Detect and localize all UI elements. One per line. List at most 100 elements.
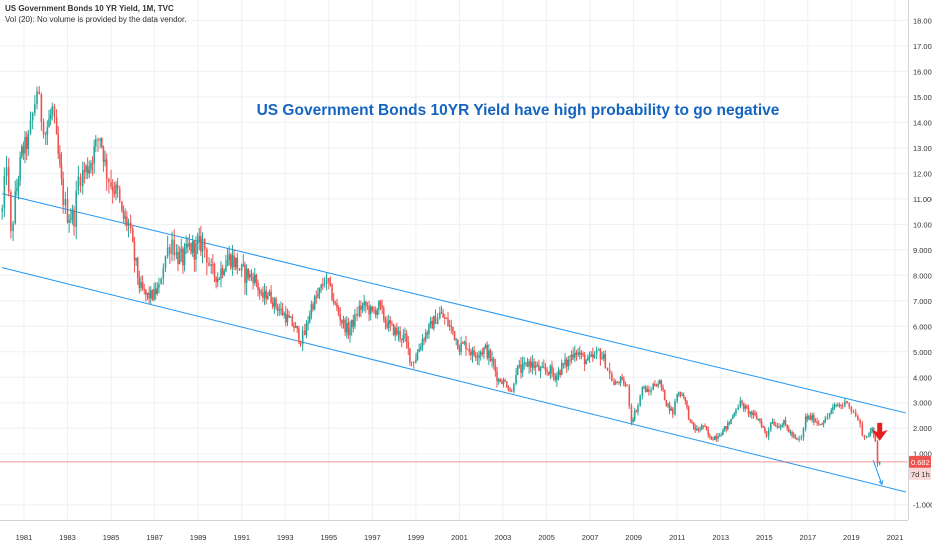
candle-body xyxy=(695,428,698,431)
candle-body xyxy=(57,134,60,154)
time-tick-label: 2021 xyxy=(887,533,904,542)
projection-arrowhead xyxy=(878,480,884,486)
candle-body xyxy=(770,422,772,430)
candle-body xyxy=(814,421,817,423)
candle-body xyxy=(19,156,21,181)
candle-body xyxy=(592,354,594,358)
candle-body xyxy=(253,274,256,283)
candle-body xyxy=(564,359,566,365)
candle-body xyxy=(196,241,199,244)
candle-body xyxy=(423,339,425,341)
candle-body xyxy=(878,461,881,464)
time-axis[interactable]: 1981 1983 1985 1987 1989 1991 1993 1995 1997 1999… xyxy=(0,520,932,550)
candle-body xyxy=(582,353,584,355)
candle-body xyxy=(200,236,202,252)
candle-body xyxy=(62,178,64,206)
candle-body xyxy=(737,407,739,410)
candle-body xyxy=(601,358,603,360)
candle-body xyxy=(670,408,673,411)
trend-channel[interactable] xyxy=(2,193,906,493)
chart-title[interactable]: US Government Bonds 10YR Yield have high… xyxy=(257,102,780,119)
candle-body xyxy=(162,267,165,279)
candle-body xyxy=(273,298,276,307)
candle-body xyxy=(360,305,362,310)
candle-body xyxy=(478,354,480,358)
candle-body xyxy=(36,91,38,105)
candle-body xyxy=(276,306,279,311)
price-axis[interactable]: 18.000 17.000 16.000 15.000 14.000 13.000 12.0… xyxy=(908,0,932,550)
candle-body xyxy=(40,94,43,123)
candle-body xyxy=(381,305,383,309)
series-legend[interactable]: US Government Bonds 10 YR Yield, 1M, TVC… xyxy=(5,3,186,25)
candle-body xyxy=(848,403,851,407)
candle-body xyxy=(471,350,474,356)
candle-body xyxy=(691,420,693,423)
candle-body xyxy=(674,401,676,415)
candle-body xyxy=(327,278,330,283)
series-title[interactable]: US Government Bonds 10 YR Yield, 1M, TVC xyxy=(5,4,174,13)
price-tick-label: -1.000 xyxy=(913,501,932,510)
candle-body xyxy=(66,199,69,223)
candle-body xyxy=(662,387,664,390)
candle-body xyxy=(618,382,620,384)
candle-body xyxy=(499,379,502,382)
candle-body xyxy=(379,300,382,306)
candle-body xyxy=(322,284,324,286)
candle-body xyxy=(288,314,290,318)
candle-body xyxy=(223,270,226,275)
candle-body xyxy=(496,371,498,382)
candle-body xyxy=(776,426,779,428)
candle-body xyxy=(802,428,805,438)
candle-body xyxy=(336,303,338,309)
candle-body xyxy=(608,369,611,374)
candle-body xyxy=(715,436,718,439)
price-tick-label: 17.000 xyxy=(913,42,932,51)
candle-body xyxy=(593,354,596,358)
candle-body xyxy=(865,436,868,438)
last-price-badge[interactable] xyxy=(909,455,931,468)
price-tick-label: 14.000 xyxy=(913,118,932,127)
candle-body xyxy=(221,268,224,275)
candle-body xyxy=(374,310,377,315)
candle-body xyxy=(201,238,204,252)
candle-body xyxy=(779,426,782,428)
candle-body xyxy=(433,316,435,329)
candle-body xyxy=(501,381,503,384)
candle-body xyxy=(77,176,80,191)
candle-body xyxy=(614,381,617,385)
candle-body xyxy=(836,405,839,406)
candle-body xyxy=(231,255,234,268)
candle-body xyxy=(697,428,700,431)
candle-body xyxy=(110,182,112,187)
candle-body xyxy=(312,304,314,310)
price-tick-label: 8.000 xyxy=(913,271,932,280)
candle-body xyxy=(409,348,411,363)
candle-body xyxy=(293,325,295,328)
candle-body xyxy=(562,363,565,365)
candle-body xyxy=(632,419,634,422)
channel-upper-line[interactable] xyxy=(2,193,906,414)
candle-body xyxy=(323,283,326,286)
candle-body xyxy=(585,360,588,365)
candle-body xyxy=(242,264,245,266)
candle-body xyxy=(376,309,379,315)
candle-body xyxy=(668,403,671,411)
time-tick-label: 2003 xyxy=(495,533,512,542)
candle-body xyxy=(213,264,216,277)
candle-body xyxy=(190,243,192,253)
candle-body xyxy=(218,278,221,280)
candle-body xyxy=(296,325,299,329)
candle-body xyxy=(371,306,374,311)
candle-body xyxy=(392,324,395,336)
candle-body xyxy=(809,416,812,420)
candle-body xyxy=(749,411,751,414)
candle-body xyxy=(428,324,430,335)
price-tick-label: 4.000 xyxy=(913,373,932,382)
channel-lower-line[interactable] xyxy=(2,267,906,493)
candle-body xyxy=(728,422,731,424)
candle-body xyxy=(588,356,591,358)
candle-body xyxy=(73,209,75,227)
candle-body xyxy=(366,305,369,307)
candle-body xyxy=(687,407,690,420)
